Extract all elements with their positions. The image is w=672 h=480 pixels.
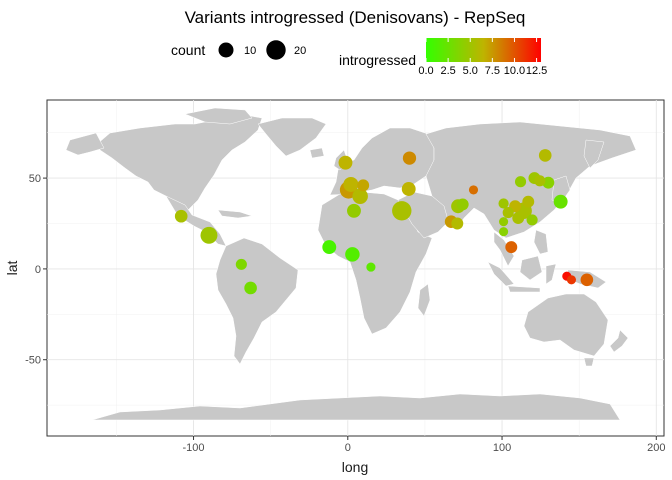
data-point [526,214,538,226]
borneo-shape [519,255,543,281]
size-legend-title: count [171,42,205,58]
data-point [244,281,257,295]
data-point [322,240,337,255]
x-tick-label: -100 [183,442,205,454]
size-legend-key [266,40,286,60]
x-axis: -100 0 100 200 [183,436,665,454]
data-point [468,185,479,195]
color-legend-label: 5.0 [463,65,478,77]
chart-title: Variants introgressed (Denisovans) - Rep… [185,8,526,27]
size-legend-keys: 10 20 [218,40,306,60]
data-point [392,201,412,221]
data-point [352,188,368,205]
points-layer [174,149,594,295]
color-legend-label: 2.5 [440,65,455,77]
data-point [553,194,568,209]
y-tick-label: 0 [35,264,41,276]
caribbean-shape [217,209,253,219]
data-point [357,179,370,192]
data-point [235,258,247,270]
alaska-shape [65,132,105,156]
sumatra-shape [487,261,515,287]
color-legend-label: 12.5 [526,65,547,77]
data-point [451,217,464,230]
color-legend-ticks: 0.0 2.5 5.0 7.5 10.0 12.5 [418,38,547,77]
data-point [456,198,469,211]
y-axis-label: lat [4,261,20,276]
data-point [542,176,555,189]
x-tick-label: 0 [345,442,351,454]
sulawesi-shape [545,263,557,285]
size-legend: count 10 20 [171,40,306,60]
color-legend-label: 10.0 [504,65,525,77]
data-point [402,151,417,165]
australia-shape [523,293,609,357]
color-legend-bar [426,38,541,62]
data-point [499,217,509,227]
color-legend-label: 7.5 [485,65,500,77]
data-point [401,182,416,196]
data-point [522,195,535,208]
africa-shape [317,191,433,335]
iceland-shape [309,147,325,159]
y-tick-label: -50 [25,355,41,367]
data-point [200,226,218,244]
tasmania-shape [583,357,595,367]
data-point [343,176,359,192]
data-point [338,155,353,170]
data-point [566,275,577,285]
data-point [499,227,509,237]
data-point [512,212,525,225]
x-tick-label: 200 [647,442,665,454]
y-axis: -50 0 50 [25,173,47,367]
data-point [347,203,361,218]
size-legend-label: 20 [294,45,306,57]
north-america-shape [95,114,263,211]
color-legend: introgressed 0.0 2.5 5.0 7.5 10.0 12.5 [339,38,547,77]
color-legend-label: 0.0 [418,65,433,77]
y-tick-label: 50 [29,173,41,185]
antarctica-shape [91,393,621,421]
x-tick-label: 100 [493,442,511,454]
kamchatka-shape [583,139,605,169]
data-point [366,262,376,272]
south-america-shape [215,237,299,365]
data-point [345,247,360,262]
data-point [538,149,552,162]
data-point [174,209,188,223]
data-point [534,175,546,187]
size-legend-key [218,42,234,58]
data-point [505,241,518,254]
madagascar-shape [417,283,431,317]
arctic-islands-shape [184,107,253,125]
greenland-shape [257,117,327,157]
philippines-shape [533,229,549,255]
new-zealand-shape [609,329,629,353]
x-axis-label: long [342,459,368,475]
java-shape [507,285,541,293]
se-asia-shape [493,231,515,267]
data-point [502,207,514,219]
data-point [580,273,594,287]
data-point [498,198,509,209]
data-point [514,176,527,188]
color-legend-title: introgressed [339,52,416,68]
size-legend-label: 10 [244,45,256,57]
